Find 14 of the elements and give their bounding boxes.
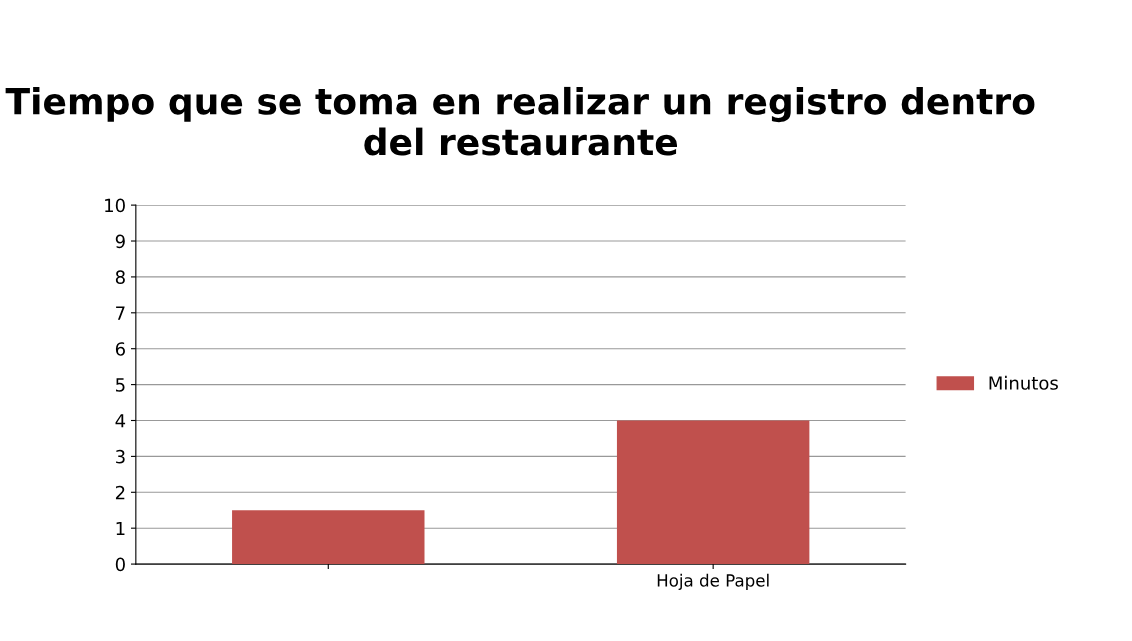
- legend-label: Minutos: [989, 375, 1058, 390]
- y-tick-label: 9: [115, 234, 125, 249]
- y-tick-label: 0: [115, 557, 125, 572]
- y-tick-label: 4: [115, 414, 126, 428]
- y-tick-label: 7: [116, 306, 125, 320]
- y-tick-label: 10: [105, 198, 125, 213]
- y-tick-label: 1: [116, 521, 125, 536]
- chart-title: Tiempo que se toma en realizar un registro dentro del restaurante: [5, 86, 1035, 156]
- y-tick-label: 3: [116, 449, 125, 464]
- y-tick-label: 2: [115, 485, 125, 500]
- y-tick-label: 5: [116, 378, 125, 392]
- x-tick-label: Hoja de Papel: [657, 573, 769, 590]
- y-tick-label: 8: [115, 270, 125, 285]
- y-tick-label: 6: [115, 342, 125, 356]
